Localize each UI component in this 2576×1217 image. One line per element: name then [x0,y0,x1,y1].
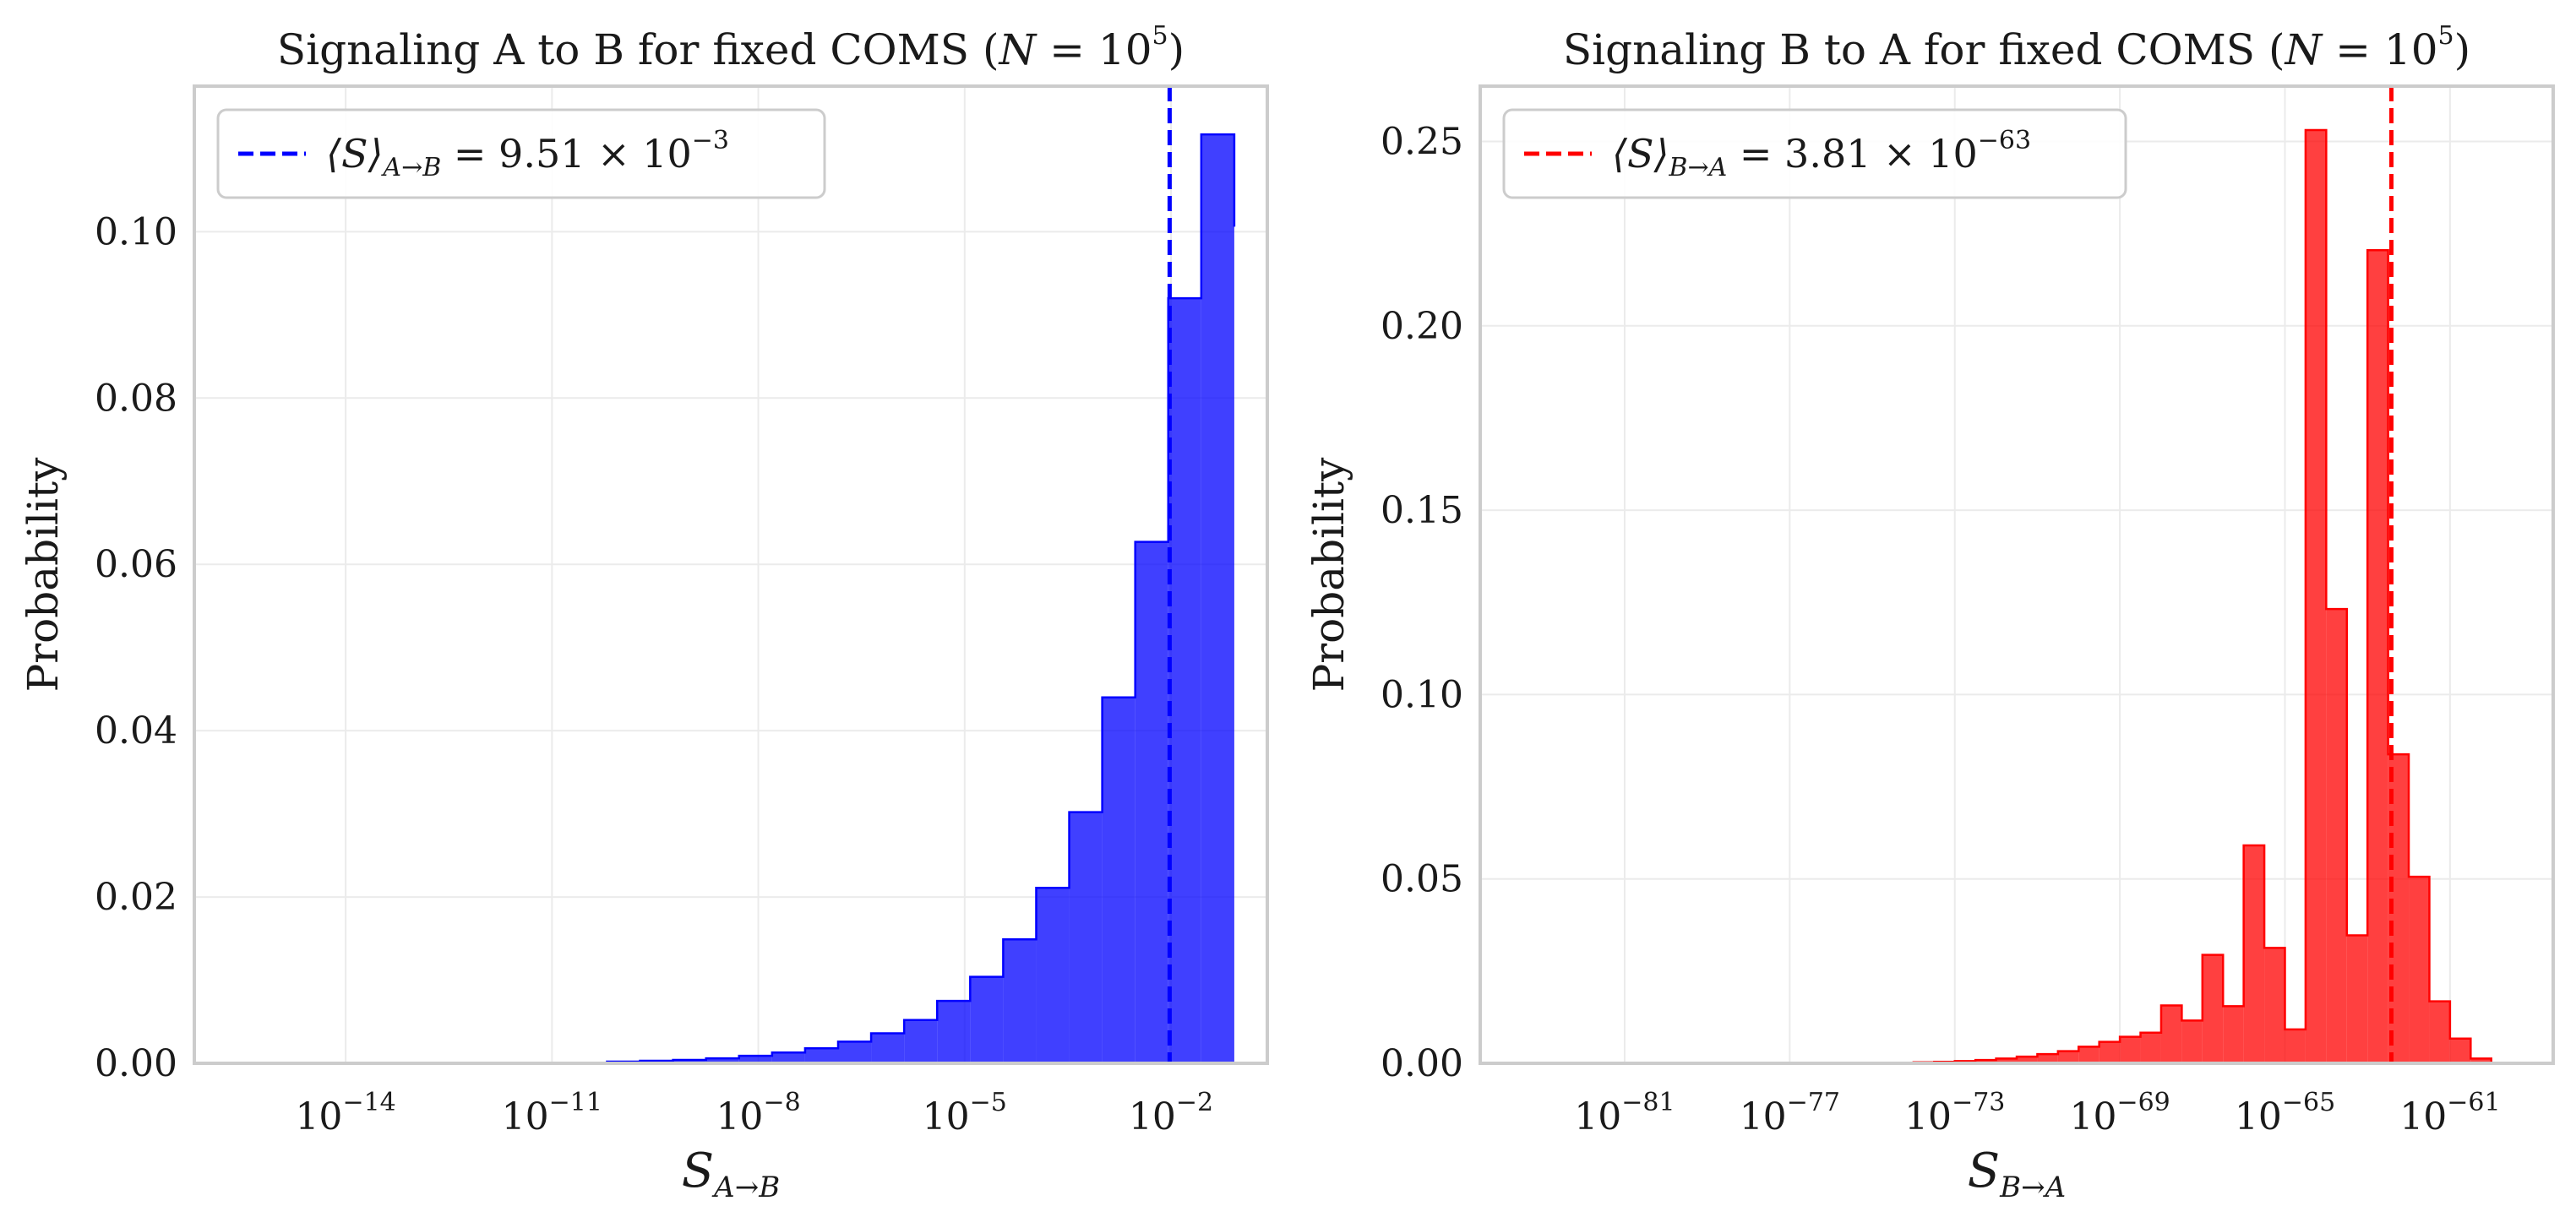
legend: ⟨S⟩B→A = 3.81 × 10−63 [1502,108,2127,199]
x-tick-label: 10−8 [716,1088,800,1138]
y-tick-label: 0.04 [95,709,177,752]
histogram-bar [738,1056,772,1063]
histogram-bar [1003,939,1037,1063]
histogram-bar [2429,1001,2450,1063]
x-tick-label: 10−14 [295,1088,395,1138]
histogram-bar [2120,1036,2141,1063]
x-tick-label: 10−77 [1740,1088,1840,1138]
x-tick-label: 10−11 [502,1088,602,1138]
axes-frame [1479,84,2555,1065]
histogram-bar [804,1048,838,1063]
histogram-bar [2470,1058,2492,1063]
x-tick-label: 10−73 [1904,1088,2005,1138]
histogram-bar [2078,1046,2099,1063]
histogram-bar [2264,948,2285,1063]
histogram-bar [2140,1032,2161,1063]
histogram-bar [838,1041,872,1063]
histogram-bar [1135,541,1168,1063]
histogram-bar [2346,935,2368,1063]
histogram-outline [606,133,1236,1063]
histogram-bar [2223,1006,2244,1063]
y-tick-label: 0.25 [1381,120,1463,163]
legend-box [1502,108,2127,199]
legend: ⟨S⟩A→B = 9.51 × 10−3 [216,108,826,199]
histogram-bar [1996,1058,2017,1063]
x-tick-label: 10−61 [2399,1088,2500,1138]
histogram-bar [2243,845,2265,1063]
y-tick-label: 0.20 [1381,305,1463,348]
legend-box [216,108,826,199]
histogram-bar [2160,1005,2182,1063]
chart-title: Signaling A to B for fixed COMS (N = 105… [277,21,1185,74]
chart-panel-1: 10−14 10−11 10−8 10−5 10−2 0.00 0.02 0.04 0.06 0.… [19,21,1269,1204]
histogram-bar [2326,609,2347,1063]
histogram-bar [2449,1038,2471,1063]
x-tick-label: 10−2 [1129,1088,1213,1138]
histogram-bar [2099,1041,2121,1063]
histogram-bar [1168,298,1201,1063]
y-tick-label: 0.02 [95,876,177,919]
histogram-bar [904,1019,938,1063]
y-tick-label: 0.10 [95,210,177,253]
y-tick-label: 0.10 [1381,673,1463,716]
histogram-bar [1036,888,1070,1063]
y-tick-label: 0.15 [1381,489,1463,532]
chart-panel-2: 10−81 10−77 10−73 10−69 10−65 10−61 0.00 0.05 0.… [1304,21,2555,1204]
x-tick-label: 10−81 [1574,1088,1675,1138]
histogram-bar [771,1052,805,1063]
histogram-bar [2017,1057,2038,1063]
histogram-bar [2202,954,2224,1063]
y-tick-label: 0.08 [95,377,177,420]
histogram-bar [937,1001,971,1063]
histogram-bar [2057,1051,2079,1063]
x-tick-label: 10−65 [2235,1088,2335,1138]
histogram-bar [1069,812,1103,1063]
axes-frame [193,84,1269,1065]
histogram-bar [1102,697,1136,1063]
legend-label: ⟨S⟩A→B = 9.51 × 10−3 [326,126,729,182]
x-tick-label: 10−69 [2069,1088,2170,1138]
histogram-bar [871,1033,905,1063]
histogram-bar [2367,250,2388,1063]
histogram-bar [1201,134,1234,1064]
legend-label: ⟨S⟩B→A = 3.81 × 10−63 [1612,126,2031,182]
histogram-bar [2181,1020,2203,1063]
histogram-bar [2285,1029,2306,1063]
x-tick-label: 10−5 [923,1088,1007,1138]
histogram-bar [970,976,1004,1063]
histogram-bar [2037,1054,2058,1063]
chart-title: Signaling B to A for fixed COMS (N = 105… [1563,21,2470,74]
y-tick-label: 0.06 [95,543,177,586]
histogram-bar [705,1058,739,1063]
x-axis-label: SB→A [1968,1144,2066,1204]
histogram-bar [2305,129,2327,1064]
y-tick-label: 0.00 [1381,1042,1463,1085]
y-tick-label: 0.00 [95,1042,177,1085]
histogram-outline [1912,128,2492,1063]
y-axis-label: Probability [19,457,68,693]
y-tick-label: 0.05 [1381,858,1463,901]
x-axis-label: SA→B [682,1144,780,1204]
y-axis-label: Probability [1304,457,1353,693]
histogram-bar [2409,877,2430,1063]
